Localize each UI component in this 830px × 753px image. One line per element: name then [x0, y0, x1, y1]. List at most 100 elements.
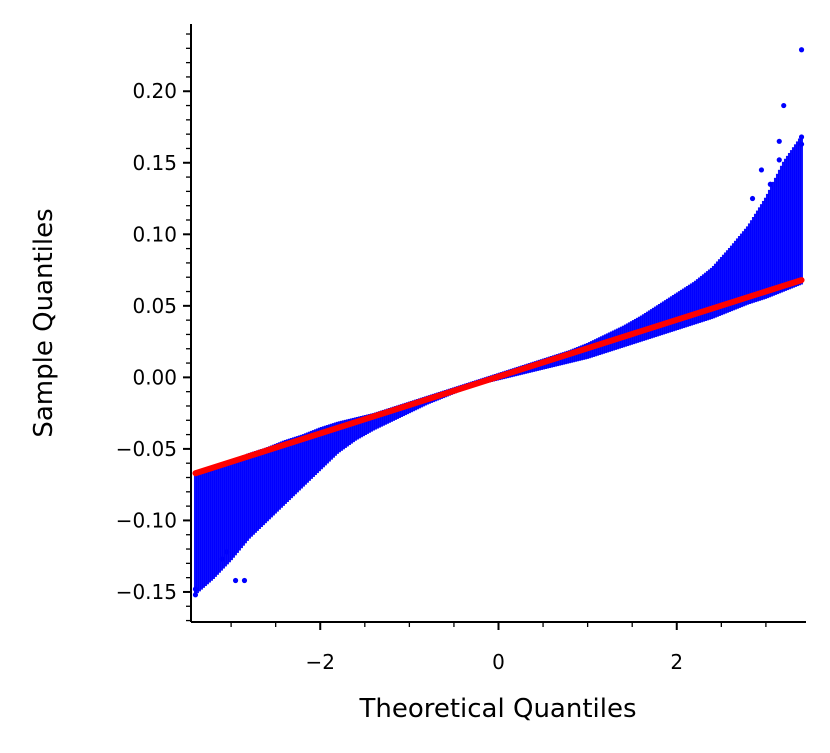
data-point [237, 456, 241, 551]
data-point [729, 245, 733, 312]
data-point [361, 415, 365, 437]
data-point [737, 236, 741, 308]
data-point [747, 223, 751, 305]
axes [190, 24, 806, 623]
data-point [661, 301, 665, 335]
data-point [353, 417, 357, 441]
data-point [731, 243, 735, 311]
data-point [797, 138, 801, 286]
data-point [759, 204, 763, 301]
outlier-point [798, 134, 805, 140]
data-point [687, 284, 691, 327]
data-point [663, 300, 667, 334]
data-point [675, 292, 679, 330]
data-point [233, 458, 237, 556]
data-point [667, 297, 671, 333]
outlier-point [241, 577, 248, 584]
data-point [791, 147, 795, 288]
data-point [645, 311, 649, 340]
data-point [203, 469, 207, 587]
data-point [287, 438, 291, 501]
data-point [381, 409, 385, 426]
data-point [395, 405, 399, 419]
data-point [793, 144, 797, 287]
data-point [193, 473, 197, 595]
data-point [375, 411, 379, 429]
y-axis-title: Sample Quantiles [29, 208, 59, 437]
data-point [315, 428, 319, 474]
data-point [241, 455, 245, 546]
outlier-point [749, 195, 756, 202]
axis-ticks [183, 33, 767, 630]
data-point [209, 468, 213, 581]
data-point [777, 169, 781, 294]
data-point [677, 291, 681, 330]
data-point [387, 408, 391, 423]
data-point [231, 459, 235, 558]
y-tick-label: 0.15 [132, 151, 177, 175]
y-tick-label: −0.05 [116, 437, 177, 461]
data-point [207, 468, 211, 583]
outlier-point [798, 141, 805, 147]
data-point [329, 423, 333, 460]
data-point [257, 449, 261, 529]
data-point [275, 443, 279, 512]
data-point [357, 416, 361, 439]
data-point [369, 413, 373, 432]
data-point [225, 461, 229, 565]
data-point [205, 469, 209, 585]
data-point [221, 463, 225, 569]
data-point [679, 289, 683, 329]
data-point [647, 310, 651, 339]
outlier-point [781, 102, 787, 109]
data-point [715, 261, 719, 317]
data-point [781, 161, 785, 292]
data-point [269, 445, 273, 518]
data-point [371, 413, 375, 431]
data-point [377, 411, 381, 428]
outlier-point [758, 167, 765, 173]
data-point [339, 420, 343, 451]
data-point [215, 465, 219, 575]
data-point [263, 447, 267, 524]
data-points [193, 135, 803, 595]
data-point [331, 423, 335, 458]
data-point [289, 438, 293, 499]
data-point [223, 462, 227, 567]
data-point [751, 216, 755, 303]
data-point [323, 425, 327, 466]
data-point [713, 263, 717, 318]
data-point [691, 282, 695, 325]
data-point [213, 466, 217, 577]
data-point [733, 240, 737, 310]
data-point [653, 306, 657, 338]
x-tick-label: 0 [492, 650, 505, 674]
data-point [305, 432, 309, 483]
data-point [335, 421, 339, 454]
data-point [311, 430, 315, 477]
data-point [227, 460, 231, 563]
data-point [255, 450, 259, 531]
data-point [317, 427, 321, 472]
y-tick-label: −0.10 [116, 508, 177, 532]
data-point [757, 207, 761, 301]
data-point [333, 422, 337, 456]
data-point [685, 286, 689, 327]
data-point [717, 259, 721, 316]
data-point [277, 442, 281, 510]
data-point [293, 436, 297, 495]
data-point [391, 406, 395, 421]
data-point [325, 425, 329, 464]
data-point [743, 228, 747, 306]
data-point [789, 150, 793, 289]
data-point [773, 177, 777, 295]
data-point [689, 283, 693, 326]
data-point [709, 267, 713, 320]
x-axis-title: Theoretical Quantiles [358, 694, 636, 724]
data-point [727, 247, 731, 312]
y-tick-label: −0.15 [116, 580, 177, 604]
data-point [671, 295, 675, 332]
data-point [355, 416, 359, 440]
data-point [261, 448, 265, 526]
